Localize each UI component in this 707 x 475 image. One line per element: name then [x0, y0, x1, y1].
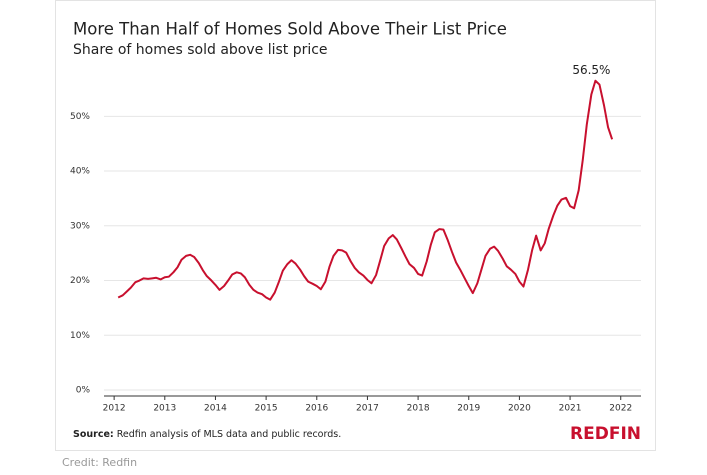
x-tick-label: 2019 [457, 404, 480, 414]
x-tick-label: 2017 [356, 404, 379, 414]
y-tick-label: 20% [70, 276, 90, 286]
y-tick-label: 30% [70, 221, 90, 231]
x-tick-label: 2015 [255, 404, 278, 414]
y-tick-label: 40% [70, 167, 90, 177]
x-tick-label: 2012 [103, 404, 126, 414]
chart-subtitle: Share of homes sold above list price [73, 42, 328, 58]
x-tick-label: 2020 [508, 404, 531, 414]
source-text: Redfin analysis of MLS data and public r… [117, 429, 342, 440]
x-tick-label: 2013 [153, 404, 176, 414]
y-tick-label: 50% [70, 112, 90, 122]
source-label: Source: [73, 429, 114, 440]
x-tick-label: 2014 [204, 404, 227, 414]
peak-annotation: 56.5% [572, 63, 610, 77]
chart-title: More Than Half of Homes Sold Above Their… [73, 20, 507, 39]
logo: REDFIN [570, 424, 641, 444]
data-line [117, 79, 614, 301]
x-tick-label: 2022 [609, 404, 632, 414]
source-note: Source: Redfin analysis of MLS data and … [73, 429, 341, 440]
x-tick-label: 2018 [407, 404, 430, 414]
credit: Credit: Redfin [62, 456, 137, 469]
y-tick-label: 10% [70, 331, 90, 341]
y-tick-label: 0% [76, 386, 91, 396]
x-tick-label: 2021 [559, 404, 582, 414]
x-tick-label: 2016 [305, 404, 328, 414]
